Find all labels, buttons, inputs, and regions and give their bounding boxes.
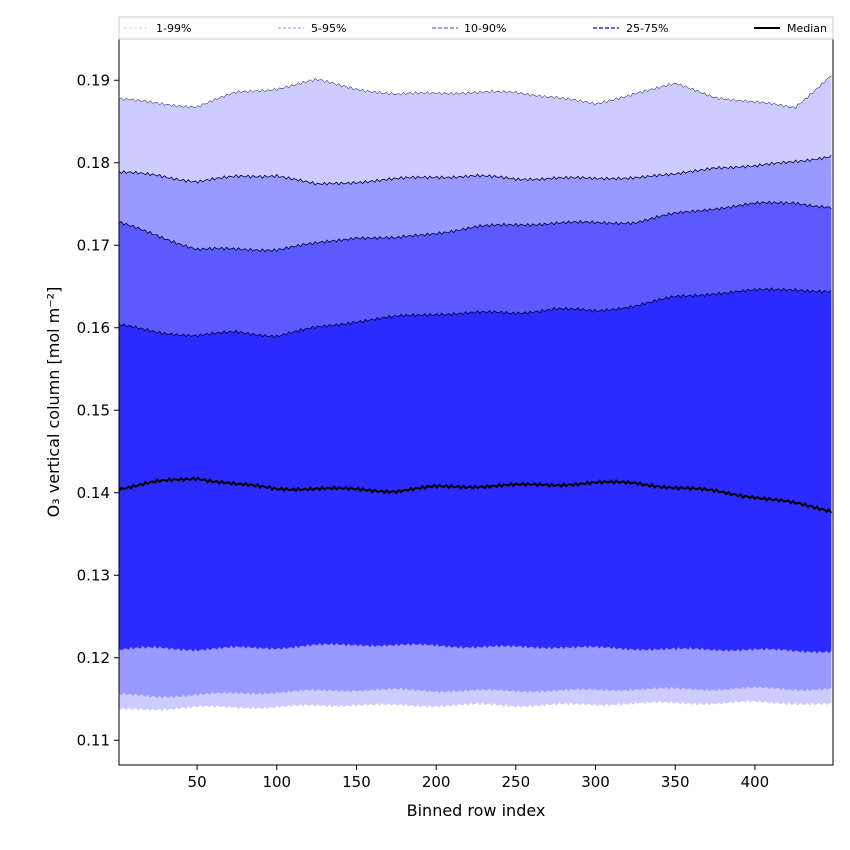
y-axis-label: O₃ vertical column [mol m⁻²] [44, 287, 63, 518]
x-tick-label: 400 [741, 773, 770, 791]
y-tick-label: 0.17 [77, 236, 110, 254]
band-upper-edge-10-90- [119, 154, 832, 186]
band-upper-edge-25-75- [119, 200, 832, 253]
median-line [119, 476, 833, 514]
legend-label-median: Median [787, 22, 827, 35]
x-tick-label: 300 [581, 773, 610, 791]
percentile-bands [119, 39, 832, 731]
legend-box [118, 16, 834, 40]
legend-label-5-95: 5-95% [311, 22, 346, 35]
band-upper-edge-iqr [119, 287, 832, 339]
x-tick-label: 100 [262, 773, 291, 791]
x-tick-label: 200 [422, 773, 451, 791]
y-tick-label: 0.19 [77, 71, 110, 89]
y-tick-label: 0.15 [77, 401, 110, 419]
legend-label-25-75: 25-75% [626, 22, 668, 35]
x-tick-label: 50 [188, 773, 207, 791]
y-tick-label: 0.18 [77, 154, 110, 172]
band-upper-edge-5-95- [119, 76, 832, 110]
legend-label-1-99: 1-99% [156, 22, 191, 35]
legend-label-10-90: 10-90% [464, 22, 506, 35]
x-tick-label: 150 [342, 773, 371, 791]
legend: 1-99% 5-95% 10-90% 25-75% Median [118, 16, 834, 40]
x-axis-ticks: 50 100 150 200 250 300 350 400 [188, 765, 770, 791]
x-tick-label: 250 [502, 773, 531, 791]
band-edge-lines [119, 76, 832, 339]
y-tick-label: 0.12 [77, 649, 110, 667]
y-tick-label: 0.13 [77, 566, 110, 584]
band-iqr [119, 288, 832, 654]
y-tick-label: 0.14 [77, 484, 110, 502]
x-axis-label: Binned row index [407, 801, 546, 820]
x-tick-label: 350 [661, 773, 690, 791]
y-tick-label: 0.16 [77, 319, 110, 337]
y-tick-label: 0.11 [77, 731, 110, 749]
y-axis-ticks: 0.11 0.12 0.13 0.14 0.15 0.16 0.17 0.18 0.19 [77, 71, 119, 749]
